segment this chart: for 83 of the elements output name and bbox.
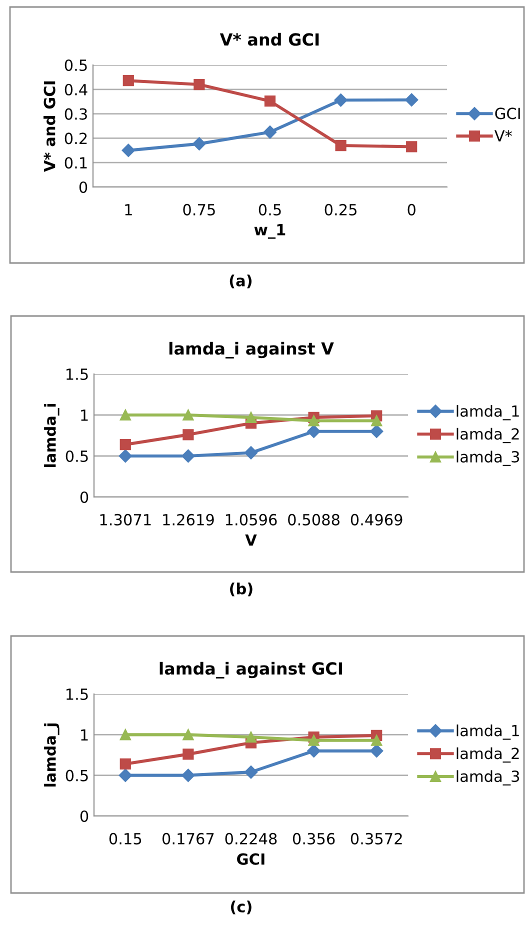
point (182, 429, 194, 440)
x-tick-label: 0.25 (324, 204, 356, 216)
x-tick-label: 0.4969 (350, 514, 402, 526)
x-tick-label: 0.1767 (162, 832, 214, 844)
point (264, 96, 276, 107)
y-axis-title: V* and GCI (44, 81, 56, 172)
point (245, 412, 257, 424)
legend-label: lamda_2 (456, 747, 519, 763)
point (182, 729, 194, 740)
point (182, 409, 194, 421)
point (120, 758, 131, 770)
y-tick-label: 0.5 (66, 450, 88, 462)
x-axis-title: V (245, 534, 257, 546)
legend-label: lamda_3 (456, 770, 520, 786)
y-tick-label: 0 (80, 491, 88, 504)
y-tick-label: 0.5 (64, 59, 87, 72)
x-tick-label: 1.0596 (226, 514, 277, 526)
point (370, 424, 384, 438)
chart-title: lamda_i against V (169, 342, 334, 358)
x-tick-label: 1 (125, 204, 132, 216)
point (244, 446, 258, 460)
y-tick-label: 1 (81, 729, 88, 740)
chart-title: lamda_i against GCI (160, 662, 342, 678)
x-tick-label: 1.3071 (100, 514, 151, 526)
text: (c) (231, 900, 252, 914)
x-tick-label: 0.15 (109, 832, 142, 844)
point (182, 768, 195, 782)
y-tick-label: 0.4 (64, 84, 88, 96)
x-tick-label: 1.2619 (163, 514, 214, 526)
point (182, 449, 195, 463)
point (334, 94, 348, 107)
point (118, 768, 132, 782)
x-axis-title: GCI (237, 853, 264, 865)
x-tick-label: 0.75 (183, 204, 215, 216)
legend-label: GCI (495, 108, 520, 120)
point (182, 748, 194, 760)
y-tick-label: 0.2 (64, 132, 87, 144)
y-tick-label: 0.5 (66, 770, 88, 782)
y-tick-label: 1.5 (66, 368, 88, 380)
y-tick-label: 1.5 (66, 688, 88, 700)
x-tick-label: 0 (408, 204, 416, 216)
x-tick-label: 0.356 (292, 832, 335, 844)
point (307, 424, 320, 438)
point (405, 93, 418, 106)
legend-label: lamda_1 (456, 405, 519, 420)
point (335, 140, 346, 152)
point (308, 415, 320, 426)
point (371, 415, 382, 426)
point (194, 78, 205, 90)
point (244, 765, 258, 779)
y-tick-label: 0 (80, 810, 88, 822)
chart-title: V* and GCI (220, 32, 319, 46)
x-tick-label: 0.3572 (350, 832, 402, 844)
point (118, 449, 132, 463)
legend-label: lamda_2 (456, 428, 519, 444)
point (120, 409, 131, 421)
x-tick-label: 0.5088 (288, 514, 340, 526)
point (370, 744, 384, 758)
y-axis-title: lamda_i (44, 404, 60, 468)
point (120, 729, 131, 740)
legend-label: lamda_1 (456, 724, 519, 740)
x-tick-label: 0.5 (258, 204, 281, 216)
text: (b) (230, 582, 252, 596)
point (406, 141, 418, 152)
x-tick-label: 0.2248 (225, 832, 277, 844)
y-tick-label: 0 (79, 181, 88, 194)
y-tick-label: 0.3 (64, 108, 87, 120)
point (308, 734, 320, 746)
legend-label: V* (494, 130, 512, 142)
point (122, 144, 135, 157)
y-tick-label: 0.1 (64, 157, 87, 169)
y-axis-title: lamda_j (44, 723, 60, 787)
point (245, 732, 257, 743)
x-axis-title: w_1 (254, 224, 286, 239)
point (307, 744, 320, 758)
text: (a) (230, 274, 252, 288)
point (371, 734, 382, 746)
point (120, 438, 131, 450)
point (192, 137, 206, 150)
point (263, 126, 277, 139)
y-tick-label: 1 (81, 410, 88, 421)
legend-label: lamda_3 (456, 450, 520, 466)
point (122, 75, 134, 86)
